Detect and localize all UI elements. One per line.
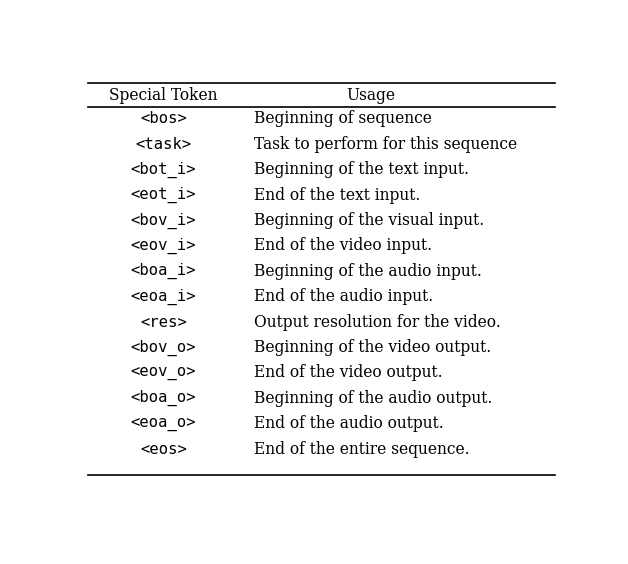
Text: <bov_o>: <bov_o> (131, 340, 197, 356)
Text: <boa_i>: <boa_i> (131, 263, 197, 279)
Text: <eoa_o>: <eoa_o> (131, 416, 197, 431)
Text: <res>: <res> (140, 315, 187, 330)
Text: Output resolution for the video.: Output resolution for the video. (254, 314, 501, 331)
Text: Special Token: Special Token (109, 87, 218, 104)
Text: End of the audio input.: End of the audio input. (254, 288, 433, 305)
Text: <eot_i>: <eot_i> (131, 187, 197, 203)
Text: Beginning of the text input.: Beginning of the text input. (254, 161, 468, 178)
Text: Usage: Usage (346, 87, 395, 104)
Text: Task to perform for this sequence: Task to perform for this sequence (254, 136, 517, 153)
Text: End of the audio output.: End of the audio output. (254, 415, 443, 432)
Text: <task>: <task> (136, 137, 192, 152)
Text: <eov_o>: <eov_o> (131, 365, 197, 381)
Text: <bov_i>: <bov_i> (131, 213, 197, 228)
Text: End of the video output.: End of the video output. (254, 364, 442, 381)
Text: <eos>: <eos> (140, 442, 187, 457)
Text: Beginning of the video output.: Beginning of the video output. (254, 339, 491, 356)
Text: <eoa_i>: <eoa_i> (131, 289, 197, 305)
Text: <boa_o>: <boa_o> (131, 390, 197, 407)
Text: <bos>: <bos> (140, 112, 187, 126)
Text: End of the video input.: End of the video input. (254, 237, 432, 254)
Text: End of the entire sequence.: End of the entire sequence. (254, 440, 469, 458)
Text: <bot_i>: <bot_i> (131, 162, 197, 178)
Text: Beginning of the audio input.: Beginning of the audio input. (254, 263, 482, 280)
Text: Beginning of the audio output.: Beginning of the audio output. (254, 390, 492, 407)
Text: <eov_i>: <eov_i> (131, 238, 197, 254)
Text: End of the text input.: End of the text input. (254, 187, 420, 204)
Text: Beginning of sequence: Beginning of sequence (254, 111, 431, 127)
Text: Beginning of the visual input.: Beginning of the visual input. (254, 212, 484, 229)
